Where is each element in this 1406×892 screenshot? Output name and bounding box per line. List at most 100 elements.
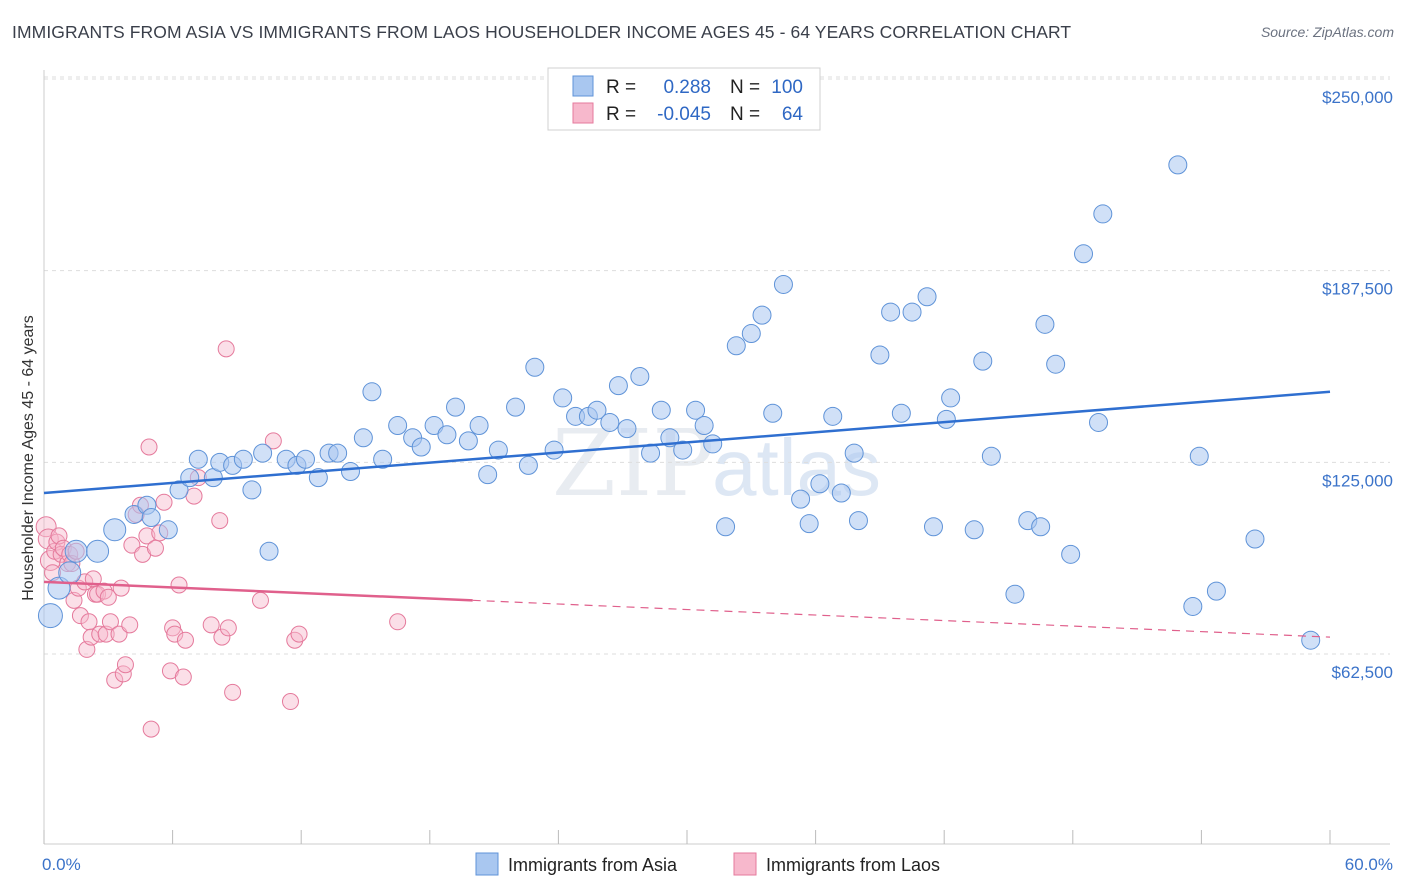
- laos-point: [121, 616, 139, 634]
- asia-point: [686, 400, 706, 420]
- legend-n-value-laos: 64: [782, 104, 804, 125]
- asia-point: [973, 351, 993, 371]
- laos-point: [290, 625, 308, 643]
- asia-point: [587, 400, 607, 420]
- laos-point: [286, 631, 304, 649]
- asia-point: [1074, 244, 1094, 264]
- asia-point: [446, 397, 466, 417]
- asia-point: [870, 345, 890, 365]
- asia-point: [1301, 630, 1321, 650]
- laos-point: [174, 668, 192, 686]
- bottom-legend-label-asia: Immigrants from Asia: [508, 855, 678, 875]
- asia-point: [1206, 581, 1226, 601]
- legend-n-label-laos: N =: [730, 104, 760, 125]
- laos-point: [389, 613, 407, 631]
- laos-trend-line: [43, 580, 473, 602]
- asia-point: [37, 603, 63, 629]
- x-tick-label-max: 60.0%: [1345, 855, 1393, 874]
- asia-point: [424, 416, 444, 436]
- asia-point: [437, 425, 457, 445]
- asia-point: [600, 412, 620, 432]
- asia-point: [1245, 529, 1265, 549]
- asia-point: [488, 440, 508, 460]
- x-axis-ticks: [43, 830, 1331, 844]
- asia-point: [458, 431, 478, 451]
- legend-r-label-asia: R =: [606, 77, 636, 98]
- asia-point: [478, 465, 498, 485]
- asia-point: [388, 416, 408, 436]
- asia-point: [936, 409, 956, 429]
- asia-trend-line: [43, 390, 1331, 495]
- asia-point: [673, 440, 693, 460]
- asia-point: [506, 397, 526, 417]
- asia-point: [1035, 314, 1055, 334]
- asia-point: [741, 324, 761, 344]
- asia-point: [716, 517, 736, 537]
- legend-n-label-asia: N =: [730, 77, 760, 98]
- legend-r-value-laos: -0.045: [657, 104, 711, 125]
- asia-point: [1168, 155, 1188, 175]
- legend-swatch-asia: [572, 75, 594, 97]
- laos-point: [213, 628, 231, 646]
- asia-point: [411, 437, 431, 457]
- asia-point: [1093, 204, 1113, 224]
- legend-r-label-laos: R =: [606, 104, 636, 125]
- y-tick-label: $250,000: [1322, 88, 1393, 107]
- laos-trend-line-extrapolated: [472, 599, 1331, 638]
- series-legend: Immigrants from Asia Immigrants from Lao…: [475, 852, 940, 876]
- laos-point: [91, 625, 109, 643]
- asia-point: [791, 489, 811, 509]
- laos-point: [37, 528, 59, 550]
- asia-point: [544, 440, 564, 460]
- asia-point: [253, 443, 273, 463]
- asia-point: [469, 416, 489, 436]
- asia-point: [525, 357, 545, 377]
- laos-point: [211, 512, 229, 530]
- asia-point: [763, 403, 783, 423]
- y-tick-label: $62,500: [1332, 663, 1393, 682]
- asia-point: [353, 428, 373, 448]
- asia-point: [64, 539, 88, 563]
- bottom-legend-swatch-laos: [733, 852, 757, 876]
- laos-point: [71, 607, 89, 625]
- asia-point: [180, 468, 200, 488]
- laos-point: [281, 693, 299, 711]
- legend-r-value-asia: 0.288: [663, 77, 711, 98]
- asia-point: [58, 561, 82, 585]
- laos-series: [35, 340, 407, 738]
- laos-point: [112, 579, 130, 597]
- asia-point: [158, 520, 178, 540]
- legend-n-value-asia: 100: [771, 77, 803, 98]
- asia-point: [373, 449, 393, 469]
- asia-point: [169, 480, 189, 500]
- asia-point: [233, 449, 253, 469]
- asia-point: [799, 514, 819, 534]
- y-tick-labels: $62,500 $125,000 $187,500 $250,000: [1322, 88, 1393, 682]
- asia-point: [188, 449, 208, 469]
- asia-point: [103, 518, 127, 542]
- laos-point: [170, 576, 188, 594]
- asia-point: [752, 305, 772, 325]
- asia-point: [703, 434, 723, 454]
- asia-point: [881, 302, 901, 322]
- asia-point: [823, 406, 843, 426]
- asia-point: [259, 541, 279, 561]
- asia-point: [964, 520, 984, 540]
- asia-point: [1061, 544, 1081, 564]
- asia-point: [86, 539, 110, 563]
- asia-point: [1089, 412, 1109, 432]
- asia-point: [651, 400, 671, 420]
- laos-point: [140, 438, 158, 456]
- asia-point: [518, 455, 538, 475]
- laos-point: [116, 656, 134, 674]
- asia-point: [1046, 354, 1066, 374]
- laos-point: [176, 631, 194, 649]
- asia-point: [1031, 517, 1051, 537]
- laos-point: [138, 527, 156, 545]
- laos-point: [155, 493, 173, 511]
- laos-point: [146, 539, 164, 557]
- y-tick-label: $125,000: [1322, 471, 1393, 490]
- asia-point: [242, 480, 262, 500]
- asia-point: [141, 508, 161, 528]
